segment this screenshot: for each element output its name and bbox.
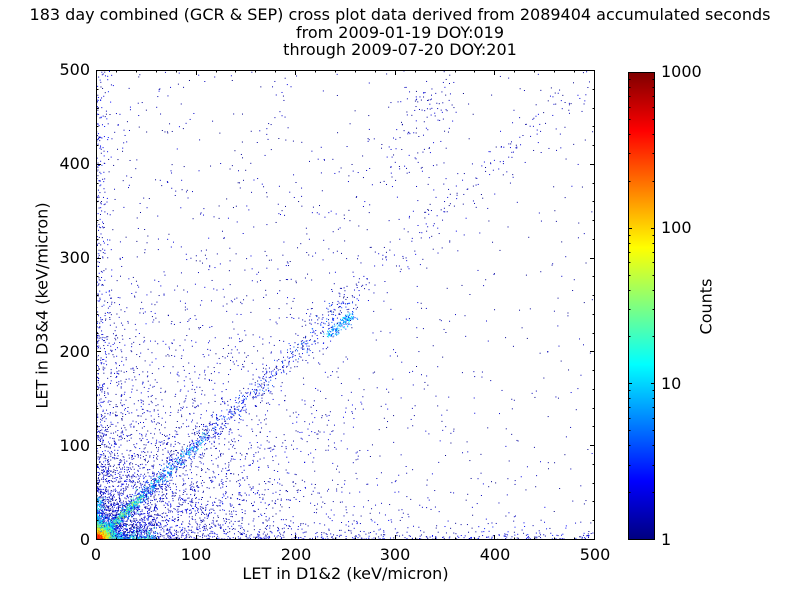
colorbar-tick-label: 1 (661, 530, 672, 549)
chart-subtitle-through: through 2009-07-20 DOY:201 (283, 40, 517, 59)
colorbar-tick-label: 100 (661, 218, 692, 237)
y-tick-label: 300 (59, 248, 90, 267)
x-tick-label: 200 (280, 545, 312, 564)
plot-area (96, 70, 595, 540)
x-tick-label: 0 (90, 545, 102, 564)
y-tick-label: 100 (59, 436, 90, 455)
x-tick-label: 300 (379, 545, 411, 564)
colorbar-tick-label: 1000 (661, 62, 702, 81)
y-tick-label: 500 (59, 60, 90, 79)
chart-subtitle-from: from 2009-01-19 DOY:019 (295, 23, 504, 42)
y-tick-label: 200 (59, 342, 90, 361)
y-tick-label: 400 (59, 154, 90, 173)
x-tick-label: 400 (479, 545, 511, 564)
colorbar (628, 72, 655, 540)
x-tick-label: 500 (579, 545, 611, 564)
x-axis-label: LET in D1&2 (keV/micron) (242, 564, 449, 583)
y-axis-label: LET in D3&4 (keV/micron) (32, 202, 52, 409)
chart-title: 183 day combined (GCR & SEP) cross plot … (29, 5, 771, 24)
colorbar-tick-label: 10 (661, 374, 682, 393)
y-tick-label: 0 (79, 530, 90, 549)
colorbar-label: Counts (696, 278, 716, 335)
x-tick-label: 100 (180, 545, 212, 564)
